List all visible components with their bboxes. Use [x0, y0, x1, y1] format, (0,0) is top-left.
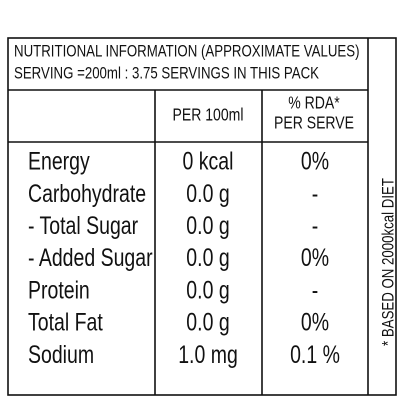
column-header: % RDA*: [288, 93, 340, 113]
nutrient-name: Protein: [28, 276, 90, 304]
per-100ml-value: 0.0 g: [186, 308, 229, 336]
rda-value: -: [312, 276, 318, 304]
rda-value: 0%: [301, 147, 329, 175]
rda-value: 0.1 %: [290, 341, 340, 369]
nutrient-name: Sodium: [28, 341, 94, 369]
per-100ml-value: 0.0 g: [186, 276, 229, 304]
outer-border: [7, 37, 397, 396]
rda-value: 0%: [301, 308, 329, 336]
title: NUTRITIONAL INFORMATION (APPROXIMATE VAL…: [14, 42, 360, 61]
footnote: * BASED ON 2000kcal DIET: [379, 178, 398, 346]
per-100ml-value: 0.0 g: [186, 244, 229, 272]
per-100ml-value: 0.0 g: [186, 212, 229, 240]
rda-value: -: [312, 180, 318, 208]
nutrient-name: Carbohydrate: [28, 180, 146, 208]
nutrient-name: - Total Sugar: [28, 212, 139, 240]
per-100ml-value: 0 kcal: [183, 147, 234, 175]
column-header: PER SERVE: [274, 113, 354, 133]
rda-value: 0%: [301, 244, 329, 272]
rda-value: -: [312, 212, 318, 240]
nutrient-name: Energy: [28, 147, 90, 175]
column-header: PER 100ml: [173, 105, 244, 125]
nutrient-name: - Added Sugar: [28, 244, 153, 272]
per-100ml-value: 0.0 g: [186, 180, 229, 208]
nutrient-name: Total Fat: [28, 308, 103, 336]
per-100ml-value: 1.0 mg: [178, 341, 238, 369]
serving: SERVING =200ml : 3.75 SERVINGS IN THIS P…: [14, 64, 319, 83]
